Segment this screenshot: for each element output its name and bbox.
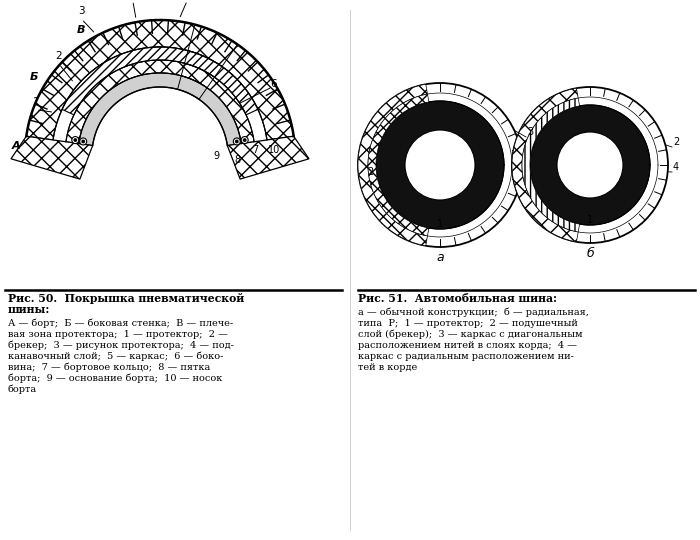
Text: а: а [436,251,444,264]
Text: 7: 7 [252,145,258,155]
Text: 6: 6 [271,79,277,89]
Polygon shape [358,84,428,246]
Text: 3: 3 [78,6,85,16]
Circle shape [512,87,668,243]
Text: 3: 3 [527,127,533,137]
Text: вая зона протектора;  1 — протектор;  2 —: вая зона протектора; 1 — протектор; 2 — [8,330,228,339]
Circle shape [82,140,85,143]
Polygon shape [27,20,294,140]
Circle shape [376,101,504,229]
Polygon shape [512,88,578,242]
Text: 2: 2 [673,137,679,147]
Polygon shape [368,94,429,236]
Circle shape [236,140,238,143]
Circle shape [241,137,248,144]
Circle shape [557,132,623,198]
Polygon shape [62,47,258,115]
Text: брекер;  3 — рисунок протектора;  4 — под-: брекер; 3 — рисунок протектора; 4 — под- [8,341,234,350]
Text: 2: 2 [367,167,373,177]
Text: типа  Р;  1 — протектор;  2 — подушечный: типа Р; 1 — протектор; 2 — подушечный [358,319,578,328]
Polygon shape [228,136,309,179]
Text: Б: Б [29,72,38,82]
Text: б: б [586,247,594,260]
Circle shape [530,105,650,225]
Text: борта;  9 — основание борта;  10 — носок: борта; 9 — основание борта; 10 — носок [8,374,223,383]
Circle shape [405,130,475,200]
Circle shape [72,137,79,144]
Text: А: А [12,141,20,151]
Circle shape [74,139,76,141]
Text: расположением нитей в слоях корда;  4 —: расположением нитей в слоях корда; 4 — [358,341,577,350]
Text: Рис. 50.  Покрышка пневматической: Рис. 50. Покрышка пневматической [8,293,244,304]
Circle shape [358,83,522,247]
Polygon shape [92,87,228,210]
Text: А — борт;  Б — боковая стенка;  В — плече-: А — борт; Б — боковая стенка; В — плече- [8,319,233,328]
Text: 8: 8 [234,155,240,165]
Text: 10: 10 [268,145,281,155]
Text: борта: борта [8,384,37,394]
Text: 9: 9 [214,151,220,161]
Text: тей в корде: тей в корде [358,363,417,372]
Text: а — обычной конструкции;  б — радиальная,: а — обычной конструкции; б — радиальная, [358,307,589,317]
Circle shape [244,139,246,141]
Text: Рис. 51.  Автомобильная шина:: Рис. 51. Автомобильная шина: [358,293,557,304]
Text: 1: 1 [587,215,593,225]
Circle shape [80,138,87,145]
Text: слой (брекер);  3 — каркас с диагональным: слой (брекер); 3 — каркас с диагональным [358,329,582,339]
Polygon shape [79,73,242,146]
Text: каркас с радиальным расположением ни-: каркас с радиальным расположением ни- [358,352,574,361]
Text: 4: 4 [673,162,679,172]
Text: шины:: шины: [8,304,50,315]
Text: 1: 1 [437,219,443,229]
Polygon shape [522,98,580,232]
Text: 2: 2 [55,51,62,61]
Text: канавочный слой;  5 — каркас;  6 — боко-: канавочный слой; 5 — каркас; 6 — боко- [8,352,223,361]
Text: В: В [76,25,85,35]
Text: 1: 1 [33,97,39,107]
Polygon shape [11,136,92,179]
Polygon shape [66,60,254,144]
Text: вина;  7 — бортовое кольцо;  8 — пятка: вина; 7 — бортовое кольцо; 8 — пятка [8,362,210,372]
Circle shape [233,138,240,145]
